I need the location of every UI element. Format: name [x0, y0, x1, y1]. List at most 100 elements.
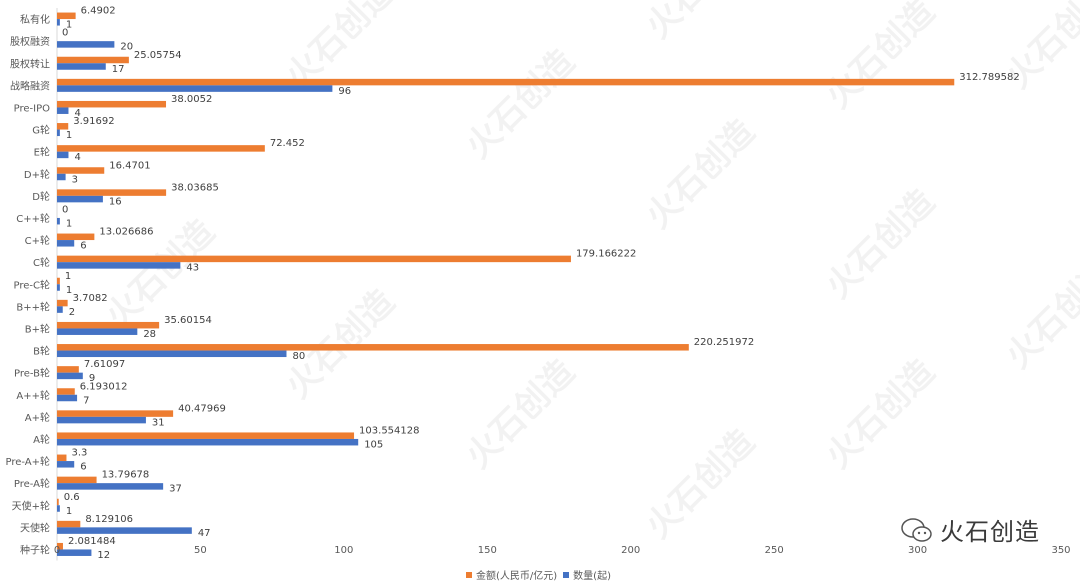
bar-count: [57, 372, 83, 380]
watermark-text: 火石创造: [638, 112, 762, 236]
data-label-amount: 7.61097: [84, 359, 125, 370]
bar-count: [57, 217, 60, 225]
bar-amount: [57, 476, 97, 484]
category-label: Pre-A轮: [14, 477, 50, 490]
data-label-count: 4: [74, 108, 80, 119]
bar-count: [57, 328, 138, 335]
bar-amount: [57, 410, 174, 417]
bar-amount: [57, 299, 68, 307]
data-label-count: 28: [143, 329, 156, 340]
data-label-count: 12: [97, 550, 110, 561]
category-label: G轮: [32, 124, 50, 137]
x-tick-label: 300: [908, 545, 927, 556]
category-label: B+轮: [25, 322, 50, 335]
category-label: Pre-A+轮: [5, 455, 50, 468]
bar-count: [57, 394, 78, 402]
bar-count: [57, 461, 75, 468]
data-label-count: 16: [109, 196, 122, 207]
data-label-count: 1: [66, 506, 72, 517]
category-label: 战略融资: [10, 79, 50, 92]
data-label-amount: 3.91692: [73, 116, 114, 127]
category-label: A++轮: [16, 389, 50, 402]
bar-amount: [57, 167, 105, 174]
bar-amount: [57, 255, 571, 263]
legend-swatch-amount: [466, 571, 472, 578]
bar-count: [57, 195, 103, 203]
data-label-count: 20: [120, 42, 133, 53]
data-label-amount: 3.3: [71, 448, 87, 459]
x-tick-label: 100: [334, 545, 353, 556]
data-label-count: 80: [292, 351, 305, 362]
data-label-amount: 2.081484: [68, 536, 116, 547]
bar-amount: [57, 233, 95, 241]
category-label: C++轮: [16, 212, 50, 225]
bar-amount: [57, 277, 60, 285]
bar-amount: [57, 145, 265, 152]
data-label-amount: 0.6: [64, 492, 80, 503]
brand-logo: 火石创造: [900, 512, 1040, 547]
data-label-amount: 0: [62, 204, 68, 215]
data-label-count: 2: [69, 307, 75, 318]
x-tick-label: 0: [54, 545, 60, 556]
bar-count: [57, 306, 63, 313]
data-label-amount: 40.47969: [178, 403, 226, 414]
x-tick-label: 250: [765, 545, 784, 556]
bar-amount: [57, 432, 355, 439]
watermark-text: 火石创造: [818, 0, 942, 116]
category-label: 天使轮: [20, 521, 50, 534]
legend-label-count: 数量(起): [573, 571, 611, 582]
data-label-amount: 6.4902: [81, 6, 116, 17]
data-label-amount: 179.166222: [576, 249, 636, 260]
brand-name: 火石创造: [940, 518, 1040, 546]
bar-count: [57, 483, 164, 490]
data-label-amount: 25.05754: [134, 50, 182, 61]
legend: 金额(人民币/亿元) 数量(起): [466, 567, 611, 582]
data-label-amount: 13.79678: [102, 470, 150, 481]
data-label-amount: 16.4701: [109, 160, 150, 171]
bar-count: [57, 173, 66, 181]
category-label: C+轮: [25, 234, 50, 247]
bar-count: [57, 438, 359, 446]
category-label: Pre-B轮: [14, 367, 50, 380]
category-label: E轮: [34, 146, 50, 159]
category-label: D+轮: [24, 168, 50, 181]
data-label-count: 47: [198, 528, 211, 539]
data-label-count: 1: [66, 130, 72, 141]
category-label: B轮: [33, 345, 50, 358]
watermark-text: 火石创造: [638, 0, 762, 46]
watermark-text: 火石创造: [458, 42, 582, 166]
data-label-count: 31: [152, 417, 165, 428]
data-label-amount: 38.03685: [171, 182, 219, 193]
data-label-count: 9: [89, 373, 95, 384]
bar-amount: [57, 498, 59, 506]
bar-amount: [57, 321, 160, 329]
bar-amount: [57, 366, 79, 373]
category-label: Pre-C轮: [14, 278, 51, 291]
bar-count: [57, 350, 287, 358]
data-label-count: 1: [66, 218, 72, 229]
category-label: 股权融资: [10, 35, 50, 48]
data-label-count: 96: [338, 86, 351, 97]
watermark-text: 火石创造: [818, 182, 942, 306]
bar-amount: [57, 78, 955, 86]
data-label-amount: 312.789582: [959, 72, 1019, 83]
data-label-count: 3: [72, 174, 78, 185]
bar-amount: [57, 12, 76, 20]
data-label-count: 6: [80, 462, 86, 473]
bar-amount: [57, 189, 167, 196]
bar-amount: [57, 388, 75, 395]
bar-amount: [57, 454, 67, 462]
bar-count: [57, 85, 333, 92]
wechat-icon: [901, 517, 932, 542]
category-label: A+轮: [25, 411, 50, 424]
bar-count: [57, 240, 75, 247]
bar-amount: [57, 123, 69, 130]
category-label: C轮: [33, 256, 50, 269]
bar-count: [57, 416, 146, 424]
watermark-text: 火石创造: [998, 252, 1080, 376]
watermark-text: 火石创造: [818, 352, 942, 476]
bar-count: [57, 41, 115, 48]
data-label-amount: 0: [62, 28, 68, 39]
data-label-amount: 220.251972: [694, 337, 754, 348]
